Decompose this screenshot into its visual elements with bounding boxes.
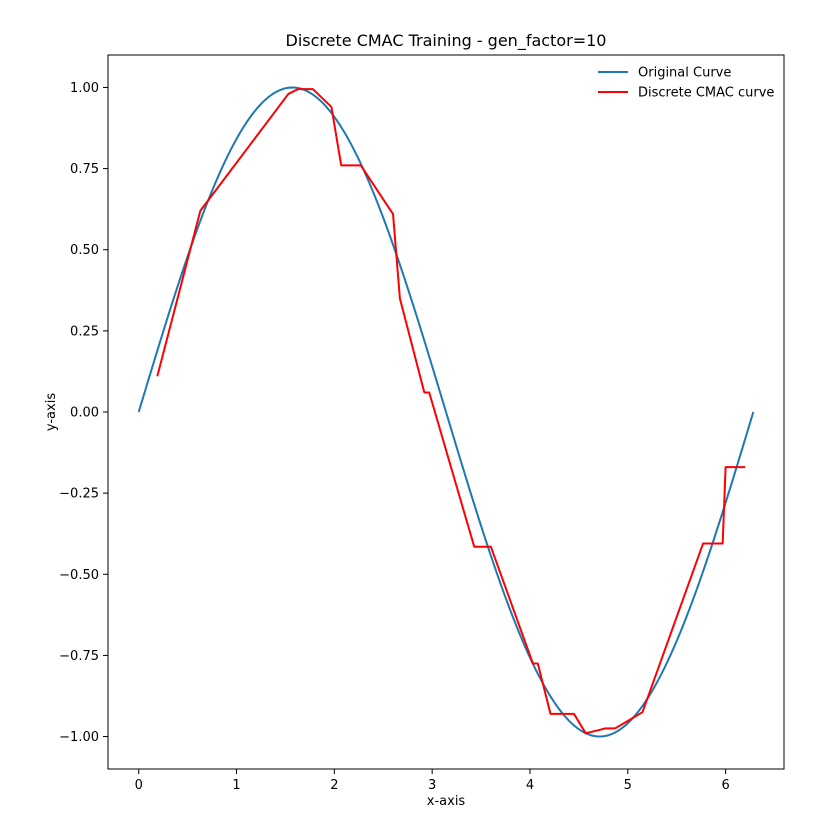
y-tick-label: 0.00 (70, 406, 99, 421)
legend-label-0: Original Curve (638, 66, 731, 81)
series-line-0 (137, 86, 755, 738)
plot-lines (137, 86, 755, 738)
x-tick-label: 0 (135, 778, 143, 793)
x-tick-label: 3 (428, 778, 436, 793)
series-line-1 (156, 88, 746, 735)
y-tick-label: −0.50 (59, 568, 99, 583)
x-tick-label: 4 (526, 778, 534, 793)
y-tick-label: −0.25 (59, 487, 99, 502)
legend-label-1: Discrete CMAC curve (638, 86, 774, 101)
y-tick-label: 0.75 (70, 162, 99, 177)
y-tick-label: 0.50 (70, 243, 99, 258)
x-tick-label: 5 (624, 778, 632, 793)
y-axis-ticks: 1.00 0.75 0.50 0.25 0.00 −0.25 −0.50 −0.75 −1.00 (59, 81, 108, 745)
x-tick-label: 2 (330, 778, 338, 793)
x-tick-label: 1 (232, 778, 240, 793)
y-tick-label: −1.00 (59, 730, 99, 745)
y-tick-label: 1.00 (70, 81, 99, 96)
x-axis-label: x-axis (427, 794, 466, 809)
y-tick-label: 0.25 (70, 324, 99, 339)
chart-title: Discrete CMAC Training - gen_factor=10 (286, 31, 607, 51)
legend: Original Curve Discrete CMAC curve (598, 66, 774, 101)
x-tick-label: 6 (721, 778, 729, 793)
y-axis-label: y-axis (44, 393, 59, 431)
x-axis-ticks: 0 1 2 3 4 5 6 (135, 769, 730, 793)
y-tick-label: −0.75 (59, 649, 99, 664)
